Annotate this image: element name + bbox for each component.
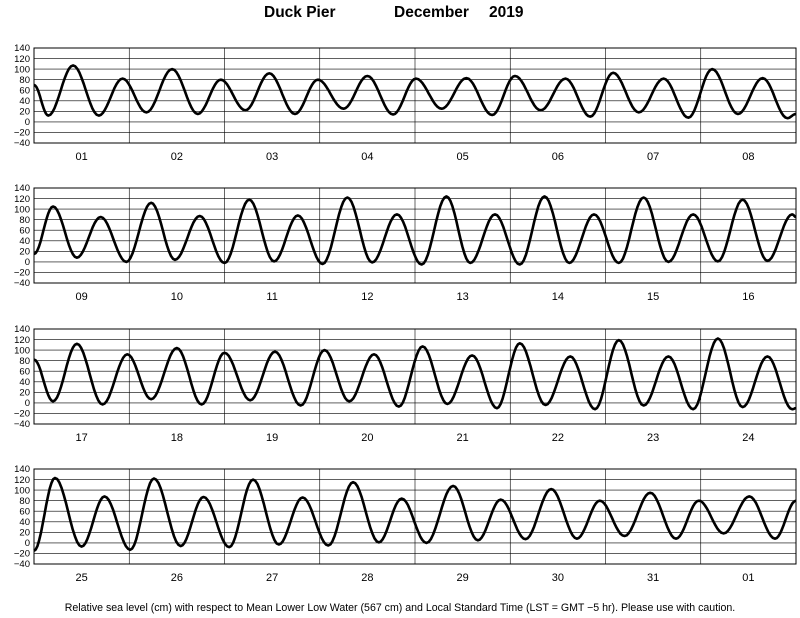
panel-frame (33, 47, 797, 144)
tide-curve (33, 64, 797, 120)
day-label: 22 (552, 432, 564, 444)
day-label: 27 (266, 572, 278, 584)
y-tick-label: 20 (19, 247, 30, 258)
y-tick-label: 120 (14, 335, 30, 346)
y-tick-label: 80 (19, 215, 30, 226)
panel-frame (33, 468, 797, 565)
panel-frame (33, 328, 797, 425)
y-tick-label: 40 (19, 517, 30, 528)
y-tick-label: 140 (14, 183, 30, 194)
y-tick-label: 80 (19, 75, 30, 86)
y-tick-label: 100 (14, 345, 30, 356)
y-tick-label: −40 (14, 559, 30, 570)
y-tick-label: 120 (14, 194, 30, 205)
day-label: 28 (361, 572, 373, 584)
day-label: 10 (171, 291, 183, 303)
chart-title: Duck Pier December 2019 (0, 4, 800, 26)
y-tick-label: 140 (14, 324, 30, 335)
day-label: 23 (647, 432, 659, 444)
y-tick-label: 80 (19, 496, 30, 507)
y-tick-label: 0 (25, 538, 30, 549)
day-label: 07 (647, 151, 659, 163)
y-tick-label: −40 (14, 278, 30, 289)
day-label: 06 (552, 151, 564, 163)
y-tick-label: 0 (25, 257, 30, 268)
day-label: 02 (171, 151, 183, 163)
y-tick-label: 20 (19, 107, 30, 118)
day-label: 15 (647, 291, 659, 303)
y-tick-label: 120 (14, 475, 30, 486)
y-tick-label: 40 (19, 377, 30, 388)
day-label: 01 (76, 151, 88, 163)
y-tick-label: 60 (19, 366, 30, 377)
y-tick-label: 120 (14, 54, 30, 65)
day-label: 29 (457, 572, 469, 584)
y-tick-label: 140 (14, 464, 30, 475)
tide-curve (33, 195, 797, 266)
day-label: 09 (76, 291, 88, 303)
day-label: 31 (647, 572, 659, 584)
day-label: 11 (266, 291, 277, 303)
tide-curve (33, 476, 797, 552)
day-label: 17 (76, 432, 88, 444)
year-label: 2019 (489, 4, 524, 21)
y-tick-label: 20 (19, 528, 30, 539)
y-tick-label: 60 (19, 225, 30, 236)
y-tick-label: −40 (14, 419, 30, 430)
y-tick-label: 20 (19, 388, 30, 399)
panel-frame (33, 187, 797, 284)
y-tick-label: 100 (14, 64, 30, 75)
day-label: 03 (266, 151, 278, 163)
y-tick-label: 100 (14, 204, 30, 215)
y-tick-label: −20 (14, 409, 30, 420)
day-label: 19 (266, 432, 278, 444)
day-label: 30 (552, 572, 564, 584)
day-label: 24 (742, 432, 754, 444)
y-tick-label: 100 (14, 485, 30, 496)
y-tick-label: 0 (25, 117, 30, 128)
y-tick-label: 60 (19, 85, 30, 96)
y-tick-label: 80 (19, 356, 30, 367)
y-tick-label: 40 (19, 96, 30, 107)
y-tick-label: −20 (14, 549, 30, 560)
day-label: 14 (552, 291, 564, 303)
y-tick-label: −40 (14, 138, 30, 149)
y-tick-label: −20 (14, 268, 30, 279)
day-label: 25 (76, 572, 88, 584)
y-tick-label: 0 (25, 398, 30, 409)
y-tick-label: −20 (14, 128, 30, 139)
footer-note: Relative sea level (cm) with respect to … (64, 602, 736, 614)
y-tick-label: 40 (19, 236, 30, 247)
day-label: 21 (457, 432, 469, 444)
day-label: 04 (361, 151, 373, 163)
y-tick-label: 140 (14, 43, 30, 54)
station-name: Duck Pier (264, 4, 336, 21)
day-label: 16 (742, 291, 754, 303)
day-label: 26 (171, 572, 183, 584)
day-label: 18 (171, 432, 183, 444)
day-label: 01 (742, 572, 754, 584)
month-label: December (394, 4, 469, 21)
day-label: 05 (457, 151, 469, 163)
day-label: 12 (361, 291, 373, 303)
day-label: 08 (742, 151, 754, 163)
tide-curve (33, 337, 797, 411)
day-label: 20 (361, 432, 373, 444)
day-label: 13 (457, 291, 469, 303)
y-tick-label: 60 (19, 506, 30, 517)
